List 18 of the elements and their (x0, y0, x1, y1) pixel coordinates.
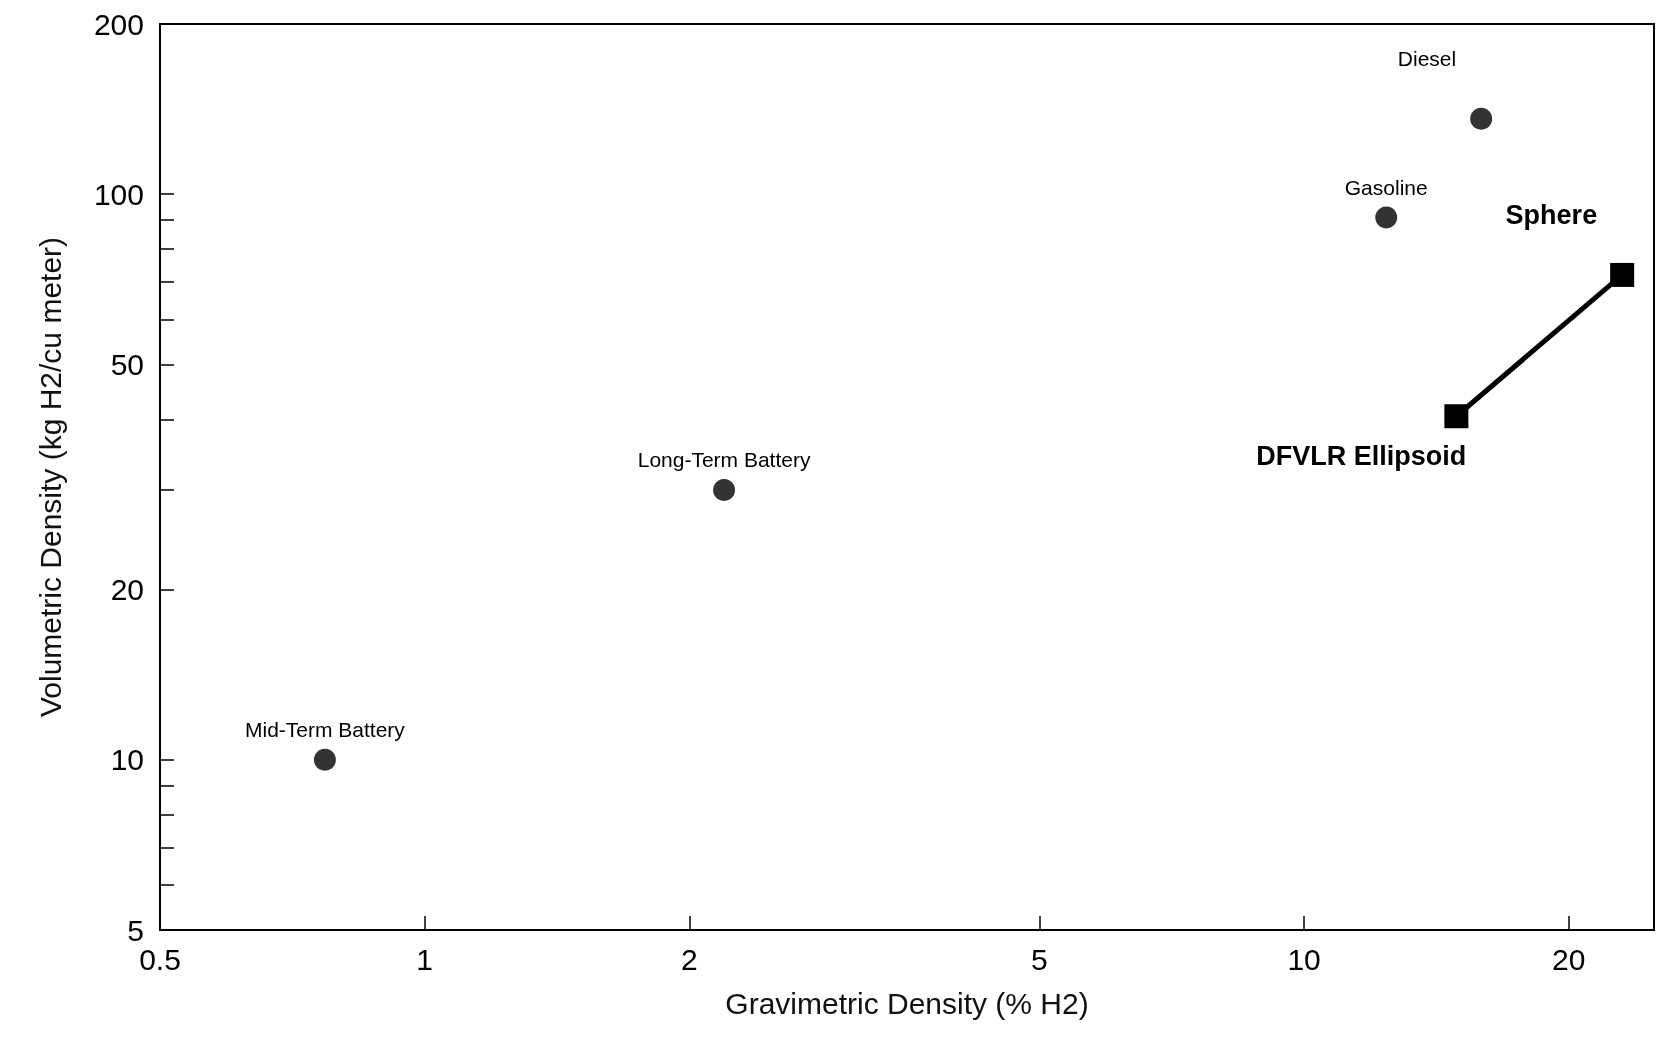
y-tick-label: 100 (93, 177, 144, 211)
annotation: Diesel (1397, 47, 1457, 71)
annotation: Sphere (1505, 199, 1598, 230)
y-tick-label: 200 (93, 7, 144, 41)
x-tick-label: 10 (1287, 942, 1321, 976)
y-tick-label: 50 (110, 347, 144, 381)
y-tick-label: 10 (110, 743, 144, 777)
x-tick-label: 2 (681, 942, 698, 976)
x-axis-title: Gravimetric Density (% H2) (725, 986, 1089, 1020)
x-tick-label: 20 (1552, 942, 1586, 976)
annotation: Long-Term Battery (637, 448, 811, 472)
annotation: Gasoline (1344, 175, 1428, 199)
y-tick-label: 20 (110, 573, 144, 607)
annotation: DFVLR Ellipsoid (1256, 441, 1467, 472)
x-tick-label: 5 (1031, 942, 1048, 976)
x-tick-label: 1 (416, 942, 434, 976)
annotation: Mid-Term Battery (244, 718, 406, 742)
y-axis-title: Volumetric Density (kg H2/cu meter) (33, 236, 67, 718)
